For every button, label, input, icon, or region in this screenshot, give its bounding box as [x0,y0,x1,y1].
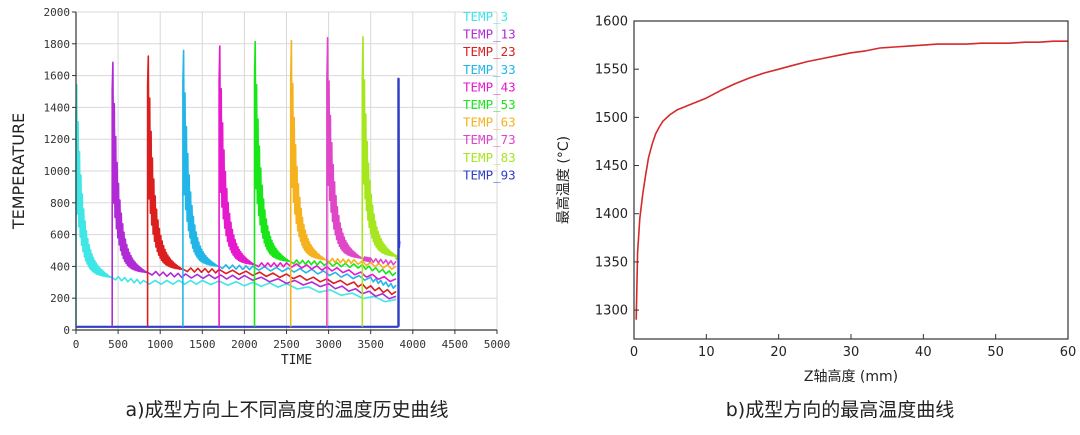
plot-a-series [75,36,401,328]
plot-a-y-tick-label: 800 [50,197,70,210]
caption-b: b)成型方向的最高温度曲线 [726,399,954,421]
plot-b-x-tick-label: 50 [987,345,1004,360]
plot-a-y-tick-label: 400 [50,260,70,273]
plot-b-x-tick-label: 20 [770,345,787,360]
plot-a-y-tick-label: 600 [50,229,70,242]
plot-a-x-tick-label: 3500 [357,338,384,351]
series-line-temp-43 [218,45,397,327]
plot-a-grid [76,11,498,330]
plot-a-x-tick-label: 4500 [442,338,469,351]
plot-a-y-tick-label: 1000 [44,165,71,178]
plot-a-x-tick-label: 2500 [273,338,300,351]
plot-b-y-tick-label: 1550 [595,63,628,78]
plot-b-y-tick-label: 1400 [595,207,628,222]
plot-a-x-tick-label: 0 [73,338,80,351]
series-line-temp-73 [326,36,397,327]
plot-a-x-tick-label: 2000 [231,338,258,351]
series-line-temp-23 [146,55,397,327]
plot-a-y-tick-label: 0 [63,324,70,337]
max-temperature-line [635,40,1068,320]
series-line-temp-93 [397,77,401,327]
plot-a-x-tick-label: 500 [108,338,128,351]
plot-a-y-tick-label: 1400 [44,101,71,114]
legend-entry-temp-3: TEMP_3 [463,9,508,24]
series-line-temp-13 [111,61,397,327]
plot-b-y-tick-label: 1300 [595,304,628,319]
legend-entry-temp-83: TEMP_83 [463,150,516,165]
plot-a-y-tick-label: 200 [50,292,70,305]
plot-b-axes [633,20,1069,340]
plot-a-y-tick-label: 1600 [44,70,71,83]
series-line-temp-33 [182,49,397,327]
plot-b-x-axis-label: Z轴高度 (mm) [804,368,898,385]
series-line-temp-53 [253,40,397,327]
legend-entry-temp-63: TEMP_63 [463,115,516,130]
plot-a-x-tick-label: 1000 [147,338,174,351]
plot-a-x-axis-label: TIME [281,353,312,368]
plot-b-ticks: 0 10 20 30 40 50 60 1300 1350 1400 1450 1500 1550 160… [595,15,1076,361]
plot-b-y-tick-label: 1600 [595,15,628,30]
plot-a-x-tick-label: 1500 [189,338,216,351]
temperature-history-chart: 0 500 1000 1500 2000 2500 3000 3500 4000 4500 5000… [9,6,516,368]
legend-entry-temp-53: TEMP_53 [463,97,516,112]
plot-a-x-tick-label: 4000 [400,338,427,351]
series-line-temp-63 [289,39,397,327]
series-line-temp-3 [75,83,397,327]
caption-a: a)成型方向上不同高度的温度历史曲线 [125,399,448,421]
legend-entry-temp-23: TEMP_23 [463,44,516,59]
max-temperature-chart: 0 10 20 30 40 50 60 1300 1350 1400 1450 1500 1550 160… [555,15,1076,386]
plot-b-x-tick-label: 10 [698,345,715,360]
plot-b-frame [633,20,1069,340]
plot-b-x-tick-label: 30 [843,345,860,360]
plot-a-y-tick-label: 1800 [44,38,71,51]
legend-entry-temp-93: TEMP_93 [463,167,516,182]
plot-a-y-tick-label: 1200 [44,133,71,146]
plot-b-x-tick-label: 40 [915,345,932,360]
plot-a-legend: TEMP_3 TEMP_13 TEMP_23 TEMP_33 TEMP_43 TEMP_5… [463,9,516,182]
plot-a-x-tick-label: 3000 [315,338,342,351]
plot-a-ticks: 0 500 1000 1500 2000 2500 3000 3500 4000 4500 5000… [44,6,511,351]
plot-a-x-tick-label: 5000 [484,338,511,351]
legend-entry-temp-13: TEMP_13 [463,27,516,42]
plot-b-series [635,40,1068,320]
plot-b-x-tick-label: 60 [1060,345,1077,360]
plot-b-y-tick-label: 1500 [595,111,628,126]
plot-b-y-axis-label: 最高温度 (°C) [555,136,572,224]
legend-entry-temp-73: TEMP_73 [463,132,516,147]
legend-entry-temp-43: TEMP_43 [463,79,516,94]
plot-b-y-tick-label: 1450 [595,159,628,174]
legend-entry-temp-33: TEMP_33 [463,62,516,77]
plot-a-y-tick-label: 2000 [44,6,71,19]
plot-b-x-tick-label: 0 [630,345,638,360]
plot-a-y-axis-label: TEMPERATURE [9,113,28,230]
plot-b-y-tick-label: 1350 [595,255,628,270]
